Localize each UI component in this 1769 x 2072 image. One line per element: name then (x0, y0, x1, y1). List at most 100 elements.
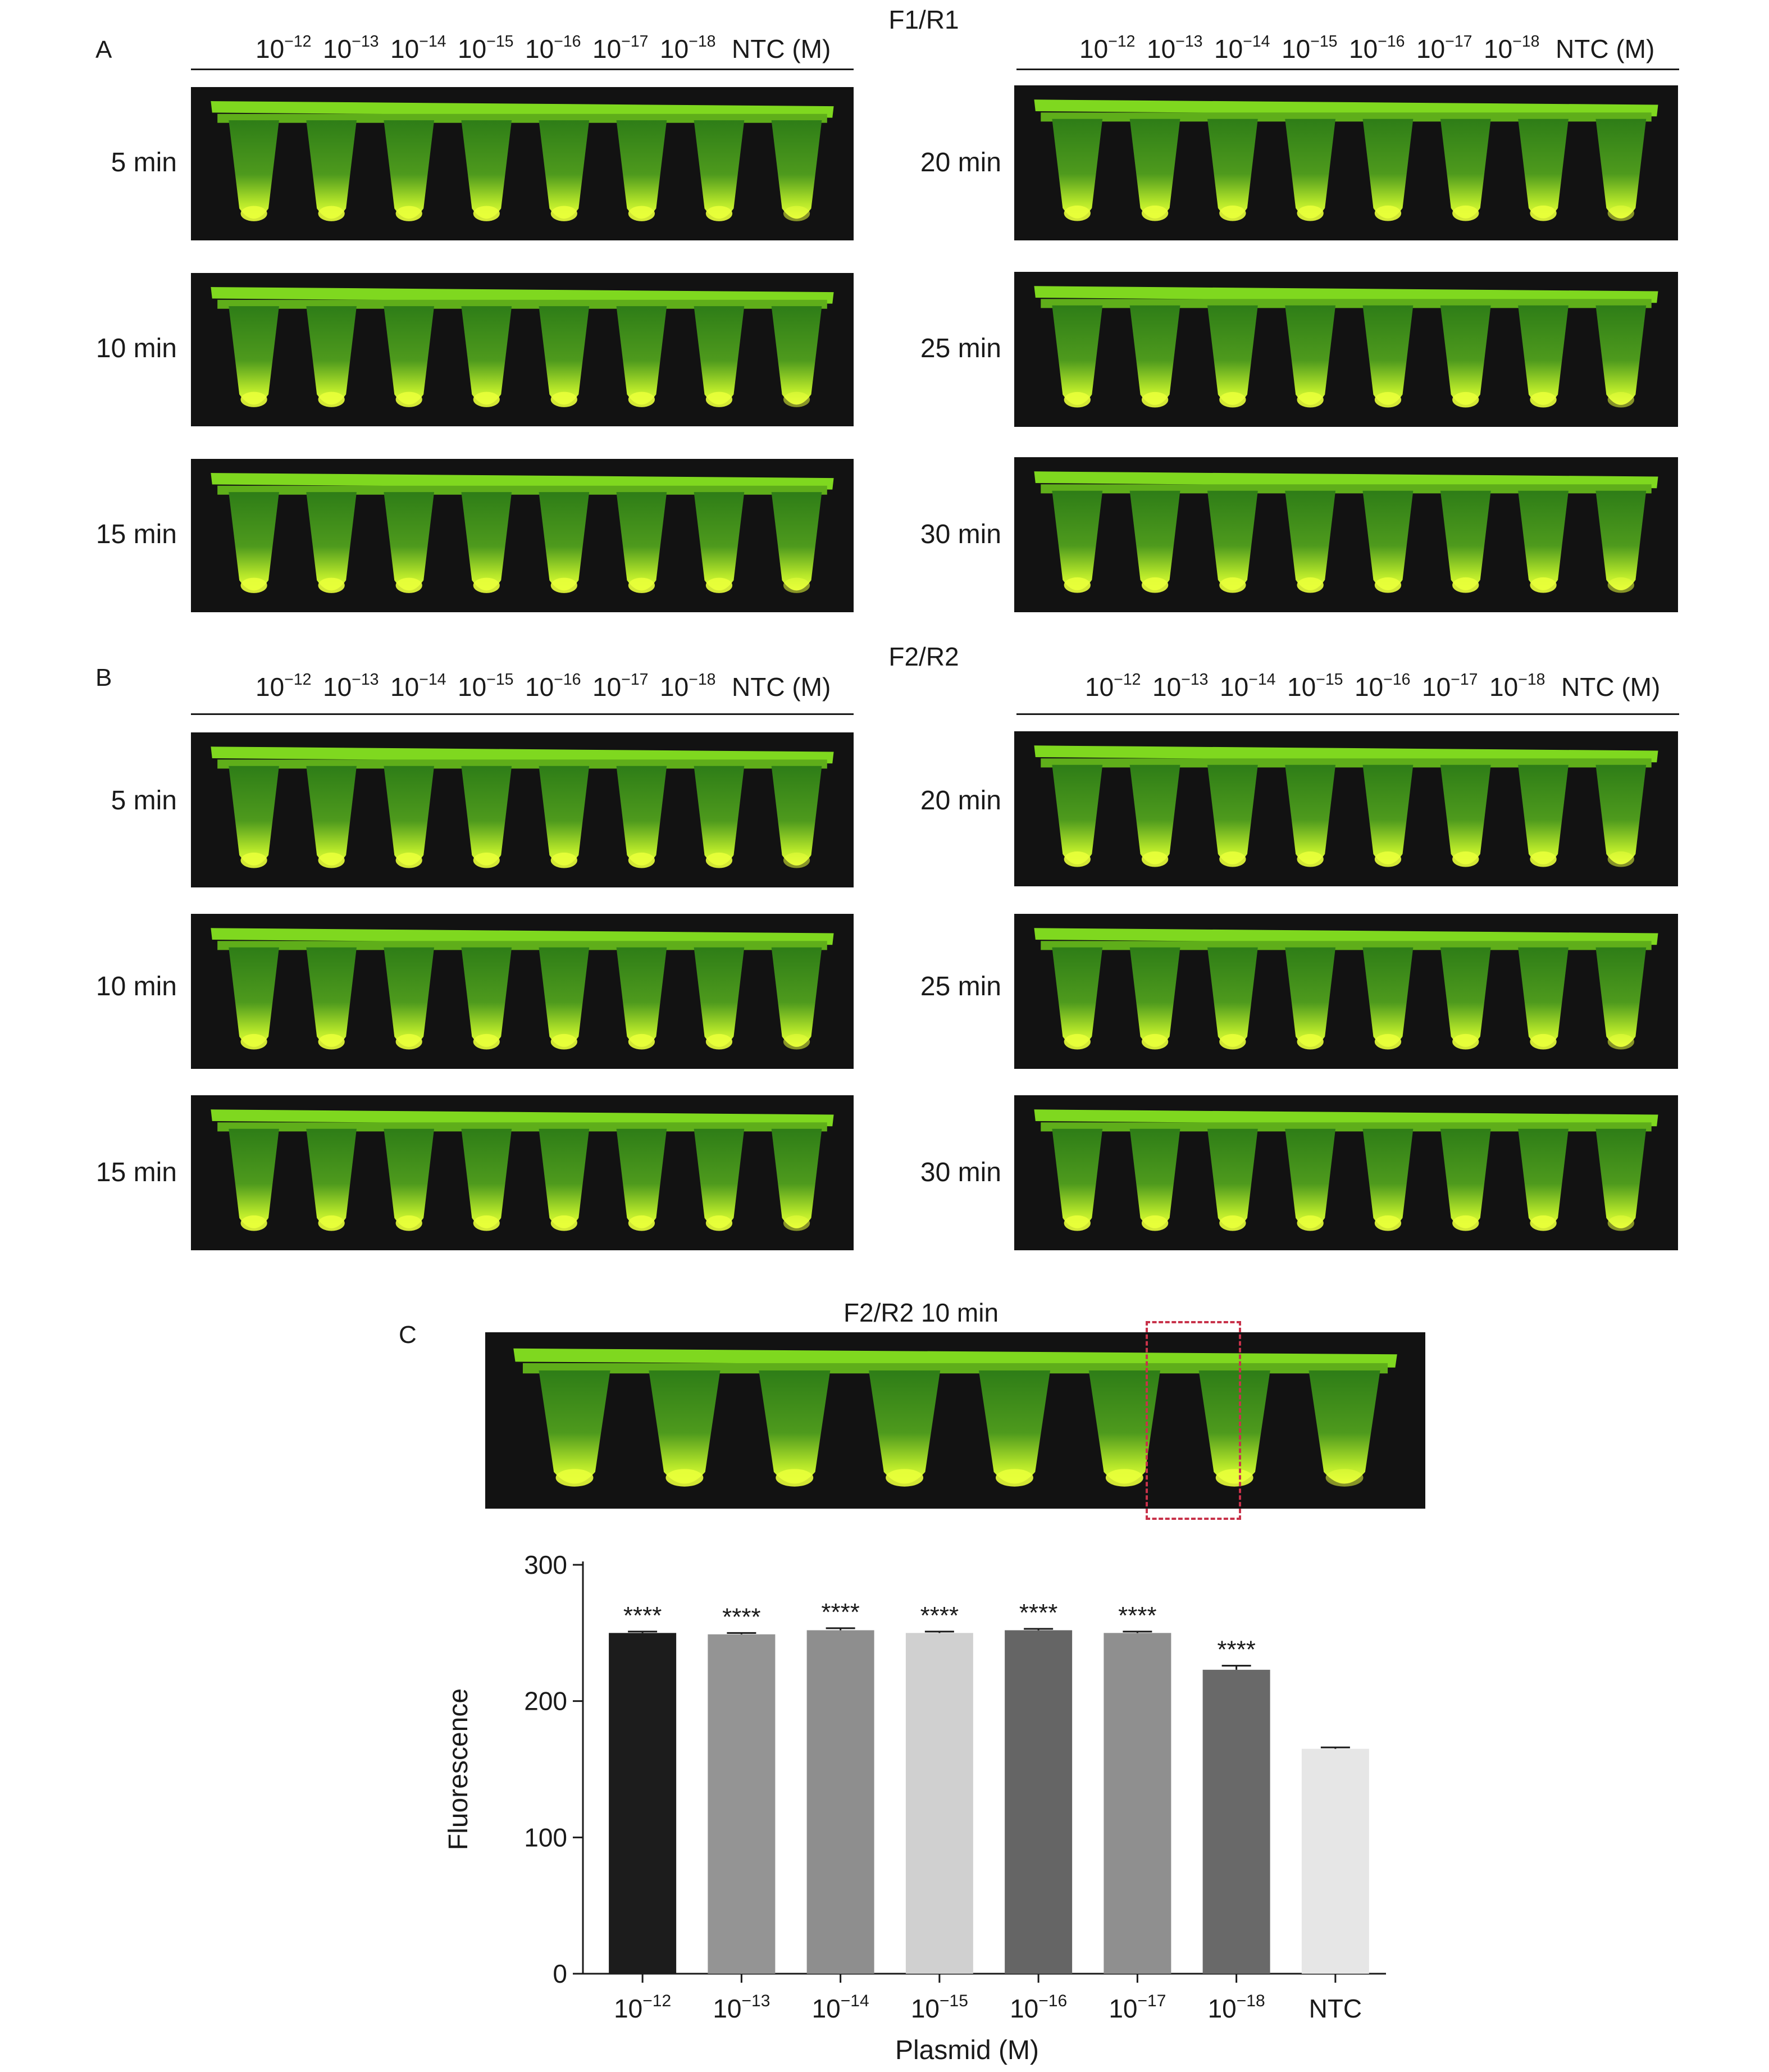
tube (616, 1128, 667, 1228)
tube (1088, 1370, 1160, 1484)
tube-strip-photo (191, 273, 854, 426)
tube (229, 766, 279, 866)
tube (1595, 119, 1647, 218)
tube (1129, 119, 1180, 218)
tube-strip-photo-large (485, 1332, 1425, 1509)
tube-strip-drawing (191, 273, 854, 426)
bar (905, 1633, 973, 1974)
tube-strip-drawing (1014, 457, 1678, 612)
tube (1207, 490, 1258, 590)
concentration-label: 10−16 (1349, 33, 1405, 63)
tube-strip-photo (1014, 272, 1678, 427)
tube (384, 947, 435, 1047)
tube (616, 947, 667, 1047)
tube (1207, 947, 1258, 1047)
significance-label: **** (722, 1603, 761, 1631)
tube (1518, 764, 1569, 864)
time-label: 10 min (95, 972, 177, 1001)
concentration-label: 10−17 (592, 671, 649, 702)
tube-strip-photo (191, 914, 854, 1069)
bar (1005, 1630, 1073, 1974)
tube (461, 1128, 512, 1228)
ntc-label: NTC (M) (1556, 34, 1655, 63)
tube (771, 1128, 822, 1228)
tube (229, 306, 279, 405)
concentration-label: 10−18 (1484, 33, 1540, 63)
tube (759, 1370, 831, 1484)
tube (384, 492, 435, 591)
concentration-label: 10−13 (323, 33, 379, 63)
tube-strip-photo (191, 459, 854, 612)
x-tick-label: 10−12 (614, 1992, 671, 2023)
tube (694, 1128, 745, 1228)
concentration-label: 10−18 (1489, 671, 1545, 702)
highlight-box (1146, 1321, 1241, 1520)
tube (306, 766, 357, 866)
tube (539, 766, 590, 866)
time-label: 15 min (95, 520, 177, 549)
panel-c-letter: C (399, 1321, 417, 1349)
tube-strip-photo (1014, 457, 1678, 612)
concentration-label: 10−17 (1416, 33, 1472, 63)
tube (694, 306, 745, 405)
panel-c-title: F2/R2 10 min (843, 1298, 999, 1327)
tube (1207, 764, 1258, 864)
tube (1595, 764, 1647, 864)
panel-a-letter: A (95, 36, 112, 63)
tube (1129, 490, 1180, 590)
tube (539, 120, 590, 219)
tube (1207, 119, 1258, 218)
tube (229, 1128, 279, 1228)
panel-b-letter: B (95, 664, 112, 691)
tube (539, 1370, 610, 1484)
ntc-label: NTC (M) (732, 672, 831, 702)
tube (1440, 490, 1491, 590)
tube (384, 766, 435, 866)
concentration-label: 10−16 (525, 671, 581, 702)
time-label: 25 min (920, 972, 1001, 1001)
tube-strip-drawing (191, 914, 854, 1069)
y-axis-title: Fluorescence (444, 1688, 473, 1850)
tube (539, 492, 590, 591)
tube (1440, 947, 1491, 1047)
tube (1595, 1128, 1647, 1228)
panel-b-conc-header-left: 10−12 10−13 10−14 10−15 10−16 10−17 10−18 NTC (… (256, 672, 831, 702)
y-tick-label: 300 (524, 1550, 567, 1579)
tube (694, 492, 745, 591)
tube (1285, 947, 1336, 1047)
tube (1440, 305, 1491, 405)
tube (461, 947, 512, 1047)
tube (1198, 1370, 1270, 1484)
tube (229, 947, 279, 1047)
tube (461, 306, 512, 405)
panel-b-rule-right (1016, 713, 1679, 715)
bar (806, 1630, 874, 1974)
tube (384, 120, 435, 219)
tube (771, 766, 822, 866)
tube (539, 947, 590, 1047)
concentration-label: 10−17 (592, 33, 649, 63)
tube-strip-drawing (1014, 731, 1678, 886)
tube (868, 1370, 941, 1484)
concentration-label: 10−13 (1152, 671, 1209, 702)
tube (978, 1370, 1051, 1484)
concentration-label: 10−14 (1214, 33, 1270, 63)
concentration-label: 10−15 (458, 33, 514, 63)
concentration-label: 10−17 (1422, 671, 1478, 702)
tube (771, 492, 822, 591)
concentration-label: 10−14 (390, 671, 446, 702)
tube (616, 766, 667, 866)
tube (384, 306, 435, 405)
tube (694, 120, 745, 219)
significance-label: **** (623, 1602, 662, 1629)
x-tick-label: 10−15 (911, 1992, 968, 2023)
x-tick-label: 10−17 (1109, 1992, 1166, 2023)
concentration-label: 10−14 (1220, 671, 1276, 702)
tube (306, 492, 357, 591)
y-tick-label: 0 (553, 1959, 567, 1988)
time-label: 20 min (920, 786, 1001, 816)
tube-strip-drawing (1014, 1095, 1678, 1250)
tube (1052, 305, 1103, 405)
concentration-label: 10−18 (660, 33, 716, 63)
tube (1285, 1128, 1336, 1228)
